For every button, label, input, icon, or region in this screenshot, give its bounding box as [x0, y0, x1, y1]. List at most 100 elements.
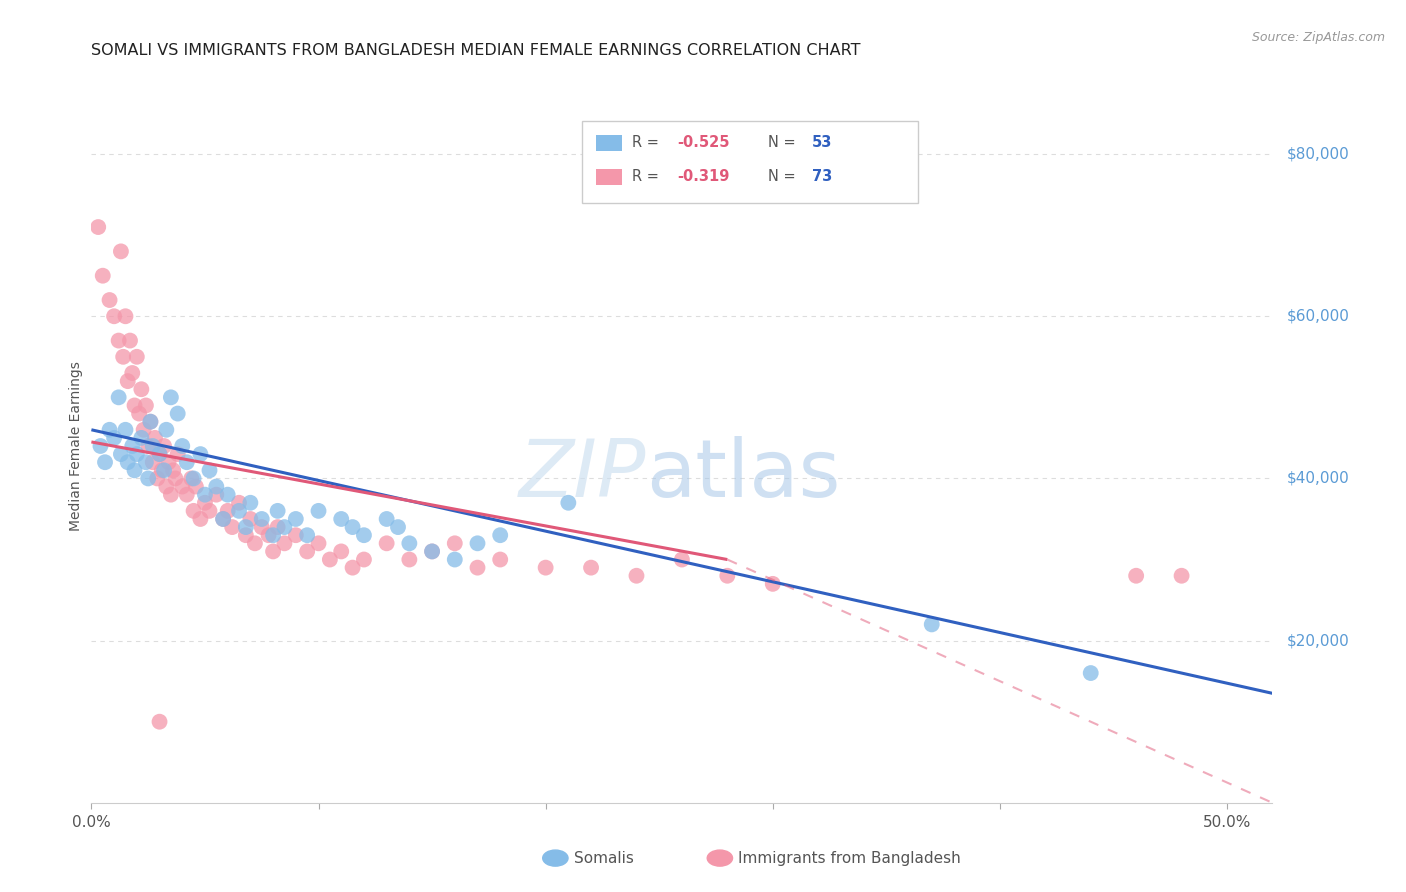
Point	[107, 334, 129, 348]
Point	[257, 528, 280, 542]
Text: -0.319: -0.319	[678, 169, 730, 185]
Point	[671, 552, 693, 566]
Point	[243, 536, 266, 550]
Point	[180, 471, 202, 485]
Point	[146, 471, 169, 485]
Point	[190, 512, 212, 526]
Point	[139, 415, 162, 429]
Point	[228, 496, 250, 510]
Point	[183, 504, 205, 518]
Point	[239, 496, 262, 510]
Text: Somalis: Somalis	[574, 851, 634, 865]
Point	[375, 536, 398, 550]
Point	[198, 504, 221, 518]
Text: $20,000: $20,000	[1286, 633, 1350, 648]
Point	[135, 455, 157, 469]
Point	[166, 447, 188, 461]
Point	[262, 544, 284, 558]
Point	[266, 504, 288, 518]
Point	[121, 366, 143, 380]
Point	[107, 390, 129, 404]
Point	[295, 544, 318, 558]
Point	[148, 714, 170, 729]
Point	[295, 528, 318, 542]
Point	[489, 528, 512, 542]
Point	[235, 520, 257, 534]
Point	[150, 463, 173, 477]
Point	[198, 463, 221, 477]
Point	[353, 552, 375, 566]
Point	[212, 512, 235, 526]
Y-axis label: Median Female Earnings: Median Female Earnings	[69, 361, 83, 531]
Point	[250, 520, 273, 534]
Text: atlas: atlas	[647, 435, 841, 514]
Point	[131, 431, 153, 445]
Text: -0.525: -0.525	[678, 136, 730, 150]
Point	[110, 244, 132, 259]
Point	[342, 560, 364, 574]
Text: N =: N =	[768, 169, 800, 185]
Point	[579, 560, 602, 574]
Point	[114, 310, 136, 324]
Point	[205, 479, 228, 493]
Point	[183, 471, 205, 485]
Point	[135, 399, 157, 413]
FancyBboxPatch shape	[596, 169, 621, 185]
Point	[489, 552, 512, 566]
Point	[89, 439, 111, 453]
Point	[143, 431, 166, 445]
Point	[157, 455, 180, 469]
Point	[148, 447, 170, 461]
Point	[165, 471, 187, 485]
Point	[176, 455, 198, 469]
Point	[534, 560, 557, 574]
Point	[194, 488, 217, 502]
Point	[155, 423, 177, 437]
Point	[557, 496, 579, 510]
Point	[148, 447, 170, 461]
Point	[217, 504, 239, 518]
Point	[103, 310, 125, 324]
Point	[273, 520, 295, 534]
Point	[87, 220, 110, 235]
Text: 73: 73	[811, 169, 832, 185]
FancyBboxPatch shape	[582, 121, 918, 203]
Point	[342, 520, 364, 534]
Point	[190, 447, 212, 461]
Point	[121, 439, 143, 453]
Point	[1170, 568, 1192, 582]
Point	[330, 544, 353, 558]
Point	[124, 463, 146, 477]
Point	[353, 528, 375, 542]
Point	[1125, 568, 1147, 582]
Text: R =: R =	[633, 136, 664, 150]
Point	[266, 520, 288, 534]
Point	[172, 439, 194, 453]
Point	[136, 439, 159, 453]
Point	[387, 520, 409, 534]
Point	[308, 536, 330, 550]
Text: Source: ZipAtlas.com: Source: ZipAtlas.com	[1251, 31, 1385, 45]
Point	[118, 334, 141, 348]
Point	[176, 488, 198, 502]
Point	[142, 455, 165, 469]
Text: R =: R =	[633, 169, 664, 185]
Point	[142, 439, 165, 453]
Point	[112, 350, 135, 364]
Point	[117, 455, 139, 469]
Text: N =: N =	[768, 136, 800, 150]
Point	[626, 568, 648, 582]
Point	[398, 536, 420, 550]
Point	[98, 423, 121, 437]
Point	[921, 617, 943, 632]
Point	[330, 512, 353, 526]
Point	[205, 488, 228, 502]
Text: $40,000: $40,000	[1286, 471, 1350, 486]
Point	[162, 463, 184, 477]
Text: ZIP: ZIP	[519, 435, 647, 514]
Text: 53: 53	[811, 136, 832, 150]
FancyBboxPatch shape	[596, 135, 621, 151]
Point	[155, 479, 177, 493]
Point	[136, 471, 159, 485]
Point	[228, 504, 250, 518]
